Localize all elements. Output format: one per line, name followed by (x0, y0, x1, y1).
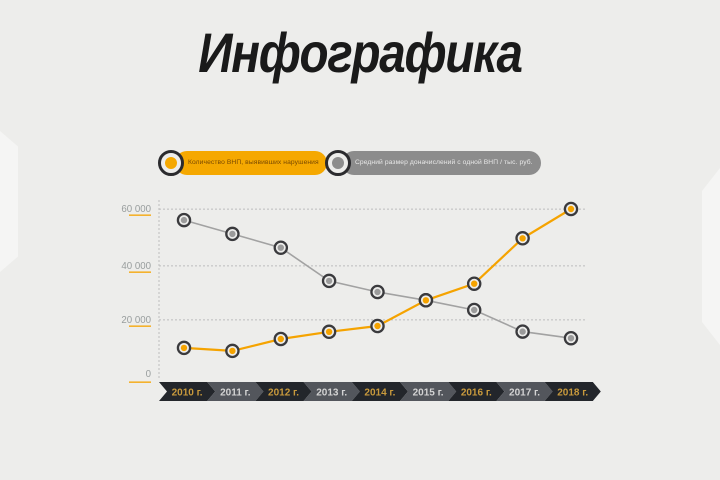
svg-text:20 000: 20 000 (121, 315, 151, 326)
svg-text:2017 г.: 2017 г. (509, 388, 540, 399)
svg-text:40 000: 40 000 (121, 261, 151, 272)
svg-text:2012 г.: 2012 г. (268, 388, 299, 399)
svg-text:2016 г.: 2016 г. (461, 388, 492, 399)
svg-text:2015 г.: 2015 г. (413, 388, 444, 399)
svg-text:0: 0 (146, 369, 152, 380)
svg-text:2018 г.: 2018 г. (557, 388, 588, 399)
svg-text:2010 г.: 2010 г. (172, 388, 203, 399)
svg-text:60 000: 60 000 (121, 204, 151, 215)
svg-text:2011 г.: 2011 г. (220, 388, 251, 399)
svg-text:2014 г.: 2014 г. (364, 388, 395, 399)
svg-text:2013 г.: 2013 г. (316, 388, 347, 399)
